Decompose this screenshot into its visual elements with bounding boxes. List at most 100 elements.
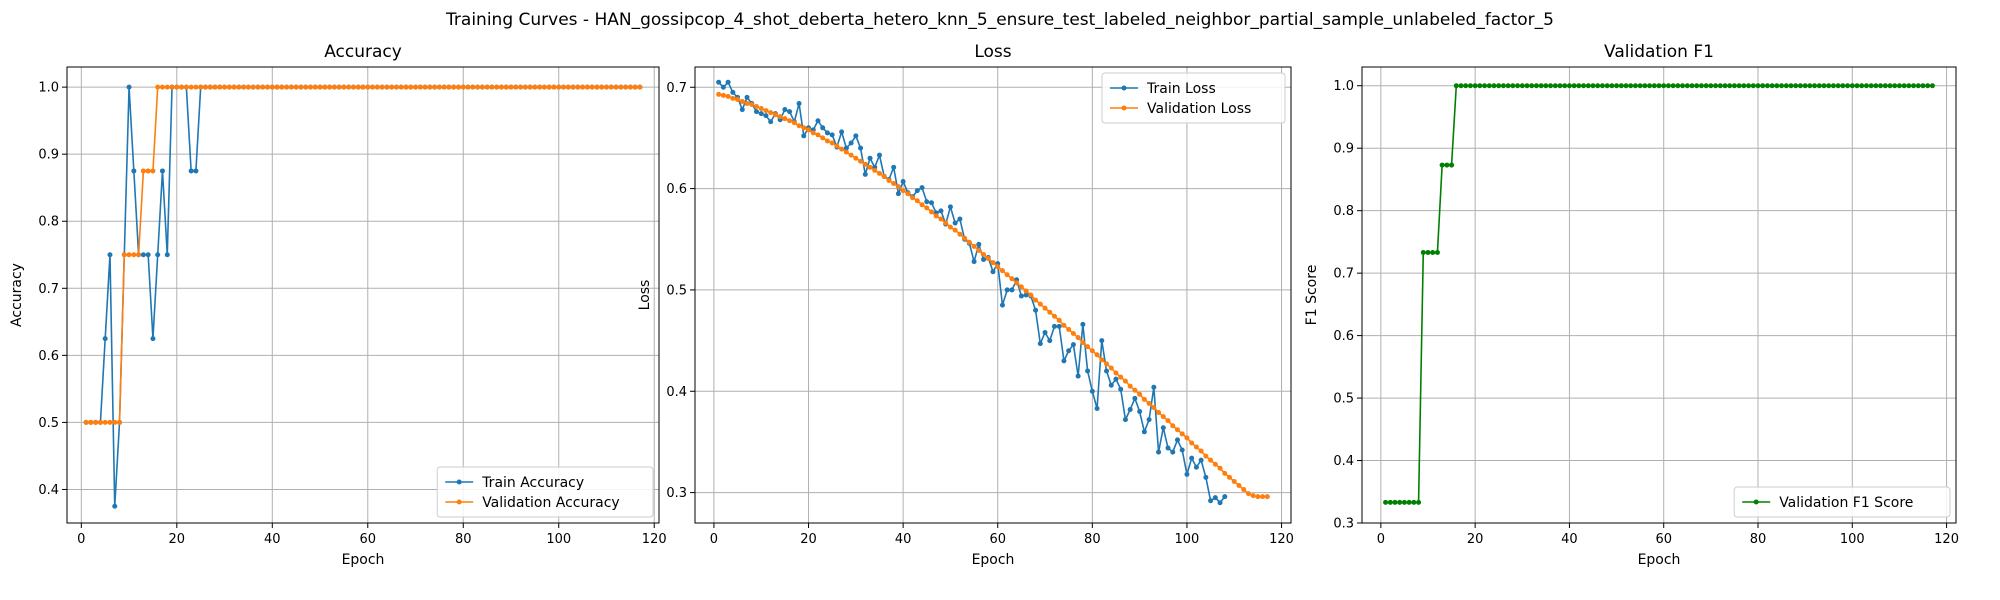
data-point	[1736, 83, 1742, 89]
data-point	[1500, 83, 1506, 89]
data-point	[1170, 449, 1176, 455]
data-point	[1236, 483, 1242, 489]
data-point	[957, 216, 963, 222]
data-point	[1797, 83, 1803, 89]
x-tick-label: 100	[546, 532, 571, 547]
data-point	[1146, 417, 1152, 423]
data-point	[384, 84, 390, 90]
data-point	[327, 84, 333, 90]
data-point	[1863, 83, 1869, 89]
data-point	[1212, 495, 1218, 501]
data-point	[112, 419, 118, 425]
data-point	[772, 112, 778, 118]
data-point	[1165, 445, 1171, 451]
data-point	[1830, 83, 1836, 89]
data-point	[858, 158, 864, 164]
data-point	[1037, 341, 1043, 347]
data-point	[475, 84, 481, 90]
data-point	[121, 252, 127, 258]
data-point	[441, 84, 447, 90]
data-point	[1075, 335, 1081, 341]
data-point	[824, 138, 830, 144]
data-point	[422, 84, 428, 90]
data-point	[269, 84, 275, 90]
data-point	[1632, 83, 1638, 89]
data-point	[489, 84, 495, 90]
data-point	[1245, 491, 1251, 497]
data-point	[1453, 83, 1459, 89]
data-point	[971, 243, 977, 249]
series-2	[716, 91, 1270, 500]
data-point	[716, 79, 722, 85]
x-tick-label: 120	[1269, 532, 1294, 547]
data-point	[479, 84, 485, 90]
data-point	[1675, 83, 1681, 89]
data-point	[1018, 293, 1024, 299]
data-point	[867, 164, 873, 170]
data-point	[744, 94, 750, 100]
data-point	[1108, 382, 1114, 388]
data-point	[589, 84, 595, 90]
data-point	[1769, 83, 1775, 89]
data-point	[1165, 418, 1171, 424]
legend-entry: Validation Loss	[1147, 101, 1251, 117]
legend: Validation F1 Score	[1733, 486, 1951, 518]
y-tick-label: 0.9	[38, 148, 59, 163]
data-point	[126, 84, 132, 90]
data-point	[758, 111, 764, 117]
data-point	[1080, 321, 1086, 327]
data-point	[198, 84, 204, 90]
data-point	[1227, 474, 1233, 480]
data-point	[307, 84, 313, 90]
data-point	[288, 84, 294, 90]
data-point	[1018, 284, 1024, 290]
data-point	[1089, 388, 1095, 394]
data-point	[1406, 499, 1412, 505]
data-point	[102, 336, 108, 342]
data-point	[317, 84, 323, 90]
data-point	[1477, 83, 1483, 89]
legend-swatch-marker	[456, 479, 462, 485]
data-point	[255, 84, 261, 90]
data-point	[1174, 437, 1180, 443]
data-point	[618, 84, 624, 90]
y-tick-label: 1.0	[1333, 79, 1354, 94]
data-point	[1075, 373, 1081, 379]
data-point	[580, 84, 586, 90]
data-point	[1132, 387, 1138, 393]
data-point	[1089, 348, 1095, 354]
data-point	[1203, 453, 1209, 459]
data-point	[820, 135, 826, 141]
data-point	[188, 84, 194, 90]
data-point	[1042, 329, 1048, 335]
data-point	[1604, 83, 1610, 89]
data-point	[274, 84, 280, 90]
data-point	[914, 188, 920, 194]
data-point	[820, 125, 826, 131]
data-point	[739, 98, 745, 104]
y-tick-label: 0.7	[38, 282, 59, 297]
data-point	[1141, 429, 1147, 435]
data-point	[245, 84, 251, 90]
y-tick-label: 0.4	[38, 483, 59, 498]
y-tick-label: 0.3	[666, 486, 687, 501]
data-point	[1665, 83, 1671, 89]
y-axis-label: Loss	[637, 280, 653, 311]
data-point	[427, 84, 433, 90]
chart-title: Validation F1	[1604, 42, 1714, 62]
x-tick-label: 100	[1175, 532, 1200, 547]
data-point	[1713, 83, 1719, 89]
data-point	[839, 146, 845, 152]
data-point	[1127, 383, 1133, 389]
data-point	[1779, 83, 1785, 89]
data-point	[758, 106, 764, 112]
data-point	[413, 84, 419, 90]
data-point	[801, 125, 807, 131]
data-point	[938, 208, 944, 214]
data-point	[1179, 447, 1185, 453]
data-point	[1911, 83, 1917, 89]
data-point	[470, 84, 476, 90]
data-point	[136, 252, 142, 258]
data-point	[1094, 352, 1100, 358]
